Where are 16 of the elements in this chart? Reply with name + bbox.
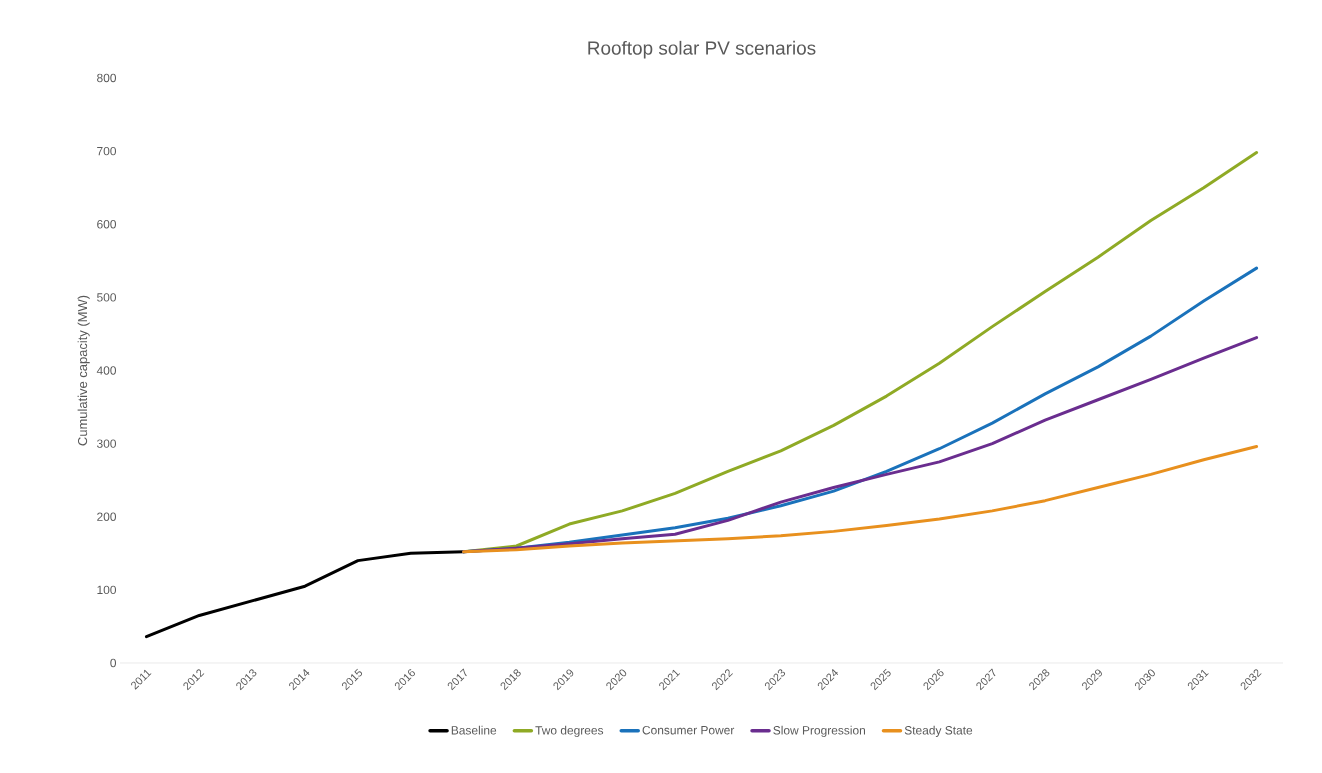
chart-title: Rooftop solar PV scenarios	[588, 40, 816, 59]
y-axis-title: Cumulative capacity (MW)	[77, 295, 90, 446]
legend-label: Baseline	[451, 725, 497, 735]
y-tick-label: 300	[96, 439, 117, 448]
y-tick-label: 100	[97, 585, 117, 595]
legend-label: Two degrees	[535, 725, 604, 737]
legend-label: Consumer Power	[642, 725, 735, 735]
y-tick-label: 500	[97, 293, 117, 302]
y-tick-label: 700	[97, 146, 117, 156]
y-tick-label: 200	[97, 512, 117, 521]
y-tick-label: 400	[96, 366, 117, 375]
legend-label: Slow Progression	[773, 725, 865, 737]
y-tick-label: 0	[110, 658, 117, 668]
y-tick-label: 800	[97, 73, 117, 83]
y-tick-label: 600	[97, 220, 117, 229]
legend-label: Steady State	[904, 725, 973, 737]
